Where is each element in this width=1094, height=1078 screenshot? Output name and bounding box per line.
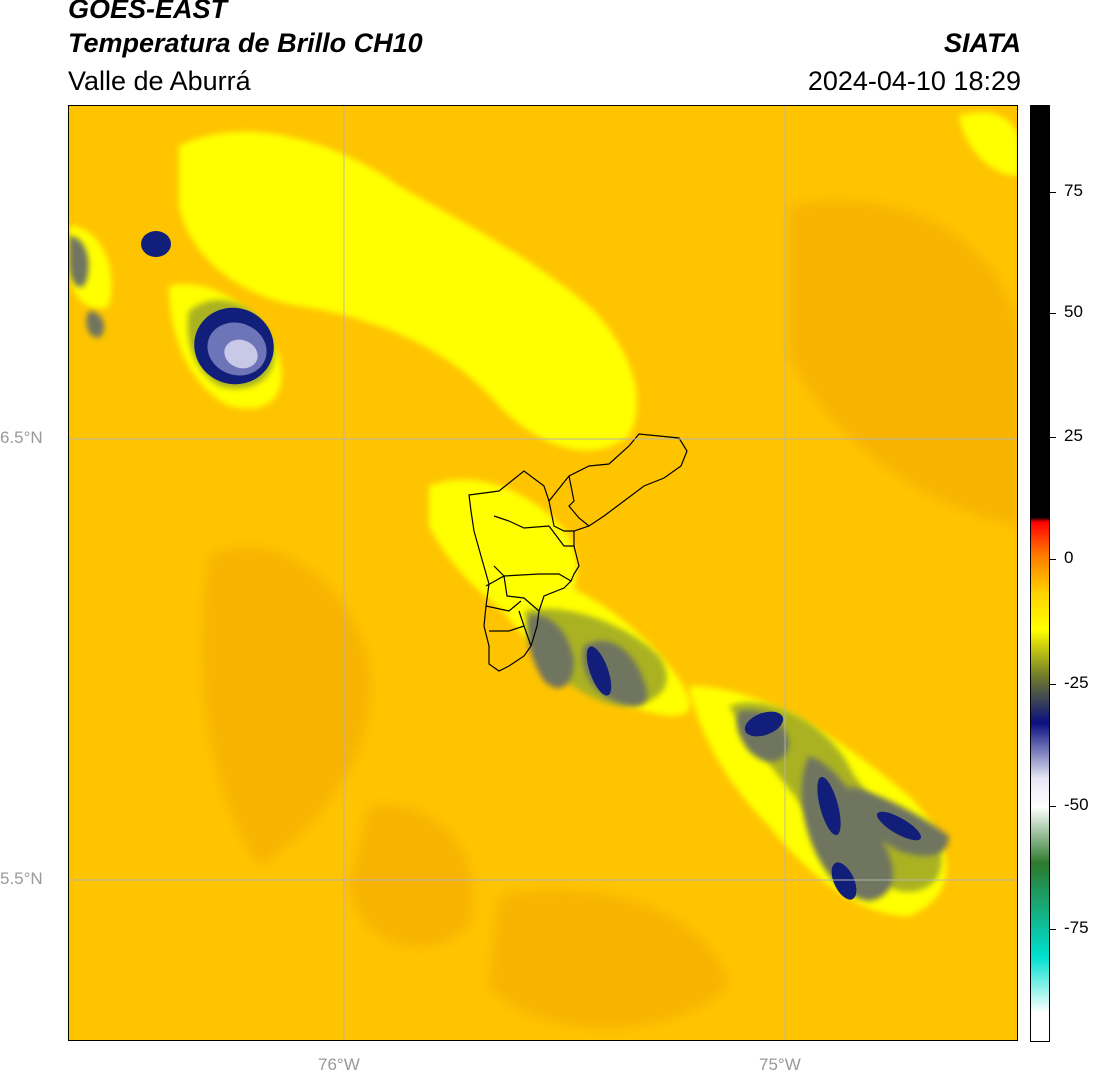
organization-label: SIATA [944, 28, 1021, 58]
brightness-temperature-map [68, 105, 1018, 1041]
warm-patches [202, 201, 1017, 1028]
graticule [69, 106, 1017, 1040]
colorbar-tick [1050, 929, 1056, 930]
datetime-label: 2024-04-10 18:29 [807, 66, 1021, 96]
lon-label-76w: 76°W [318, 1055, 360, 1074]
lat-label-5.5: 5.5°N [0, 869, 43, 888]
map-canvas [69, 106, 1017, 1040]
colorbar-tick [1050, 313, 1056, 314]
colorbar-tick [1050, 684, 1056, 685]
colorbar-label-75: 75 [1064, 181, 1083, 200]
colorbar-tick [1050, 192, 1056, 193]
aburra-boundaries [468, 433, 688, 672]
navy-cores [141, 231, 922, 900]
colorbar-label-minus-50: -50 [1064, 795, 1089, 814]
colorbar-label-minus-75: -75 [1064, 918, 1089, 937]
colorbar-label-25: 25 [1064, 426, 1083, 445]
nw-storm [194, 307, 274, 385]
lat-label-6.5: 6.5°N [0, 428, 43, 447]
colorbar-tick [1050, 559, 1056, 560]
region-label: Valle de Aburrá [68, 66, 251, 96]
colorbar [1030, 105, 1050, 1042]
chart-title: GOES-EAST [68, 0, 228, 24]
colorbar-label-0: 0 [1064, 548, 1074, 567]
colorbar-label-minus-25: -25 [1064, 673, 1089, 692]
lon-label-75w: 75°W [759, 1055, 801, 1074]
colorbar-tick [1050, 806, 1056, 807]
chart-subtitle: Temperatura de Brillo CH10 [68, 28, 423, 58]
colorbar-tick [1050, 437, 1056, 438]
colorbar-label-50: 50 [1064, 302, 1083, 321]
